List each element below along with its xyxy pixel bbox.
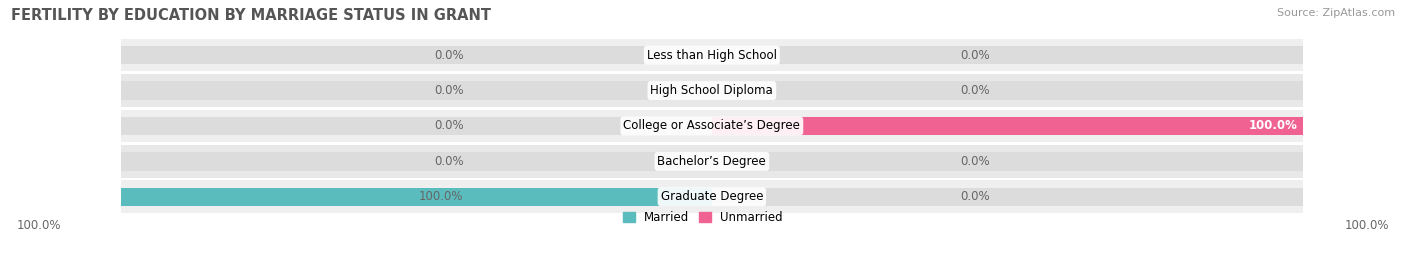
Bar (121, 110, 1303, 142)
Text: Graduate Degree: Graduate Degree (661, 190, 763, 203)
Text: 0.0%: 0.0% (434, 120, 464, 132)
Bar (121, 81, 711, 100)
Text: 0.0%: 0.0% (960, 155, 990, 168)
Text: Less than High School: Less than High School (647, 49, 778, 62)
Bar (711, 117, 1303, 135)
Bar (711, 81, 1303, 100)
Text: 0.0%: 0.0% (960, 49, 990, 62)
Bar (121, 117, 711, 135)
Text: Source: ZipAtlas.com: Source: ZipAtlas.com (1277, 8, 1395, 18)
Bar (121, 152, 711, 170)
Text: 0.0%: 0.0% (434, 49, 464, 62)
Text: 100.0%: 100.0% (419, 190, 464, 203)
Text: High School Diploma: High School Diploma (651, 84, 773, 97)
Text: FERTILITY BY EDUCATION BY MARRIAGE STATUS IN GRANT: FERTILITY BY EDUCATION BY MARRIAGE STATU… (11, 8, 491, 23)
Bar (121, 188, 711, 206)
Bar (711, 46, 1303, 64)
Bar (121, 74, 1303, 107)
Text: 100.0%: 100.0% (1344, 219, 1389, 232)
Text: 0.0%: 0.0% (434, 155, 464, 168)
Bar (711, 152, 1303, 170)
Text: 0.0%: 0.0% (960, 84, 990, 97)
Bar (121, 39, 1303, 72)
Text: 0.0%: 0.0% (434, 84, 464, 97)
Text: 100.0%: 100.0% (17, 219, 62, 232)
Text: 0.0%: 0.0% (960, 190, 990, 203)
Bar (121, 180, 1303, 213)
Text: College or Associate’s Degree: College or Associate’s Degree (623, 120, 800, 132)
Bar (711, 188, 1303, 206)
Text: Bachelor’s Degree: Bachelor’s Degree (658, 155, 766, 168)
Bar (121, 46, 711, 64)
Bar (121, 145, 1303, 178)
Legend: Married, Unmarried: Married, Unmarried (619, 206, 787, 229)
Bar (121, 188, 711, 206)
Text: 100.0%: 100.0% (1249, 120, 1298, 132)
Bar (711, 117, 1303, 135)
